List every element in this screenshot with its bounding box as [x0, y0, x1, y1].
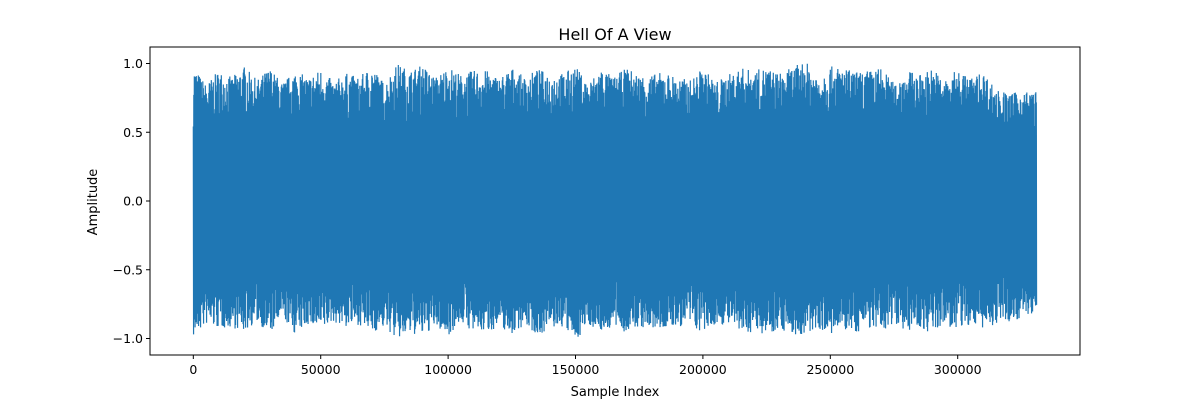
x-tick-label: 100000: [424, 362, 472, 377]
y-axis-label: Amplitude: [86, 169, 101, 236]
x-tick-label: 150000: [552, 362, 600, 377]
x-tick-label: 0: [189, 362, 197, 377]
x-tick-label: 250000: [806, 362, 854, 377]
y-tick-label: 0.0: [123, 194, 143, 209]
x-tick-label: 50000: [301, 362, 341, 377]
x-axis: 0 50000 100000 150000 200000 250000 300000: [189, 355, 982, 377]
y-tick-label: −1.0: [113, 331, 143, 346]
x-tick-label: 300000: [934, 362, 982, 377]
plot-area: [192, 63, 1038, 337]
y-tick-label: −0.5: [113, 262, 143, 277]
y-axis: −1.0 −0.5 0.0 0.5 1.0: [113, 56, 150, 346]
x-axis-label: Sample Index: [571, 385, 660, 400]
waveform-core-band: [193, 135, 1037, 267]
y-tick-label: 1.0: [123, 56, 143, 71]
x-tick-label: 200000: [679, 362, 727, 377]
chart-title: Hell Of A View: [558, 25, 671, 44]
y-tick-label: 0.5: [123, 125, 143, 140]
